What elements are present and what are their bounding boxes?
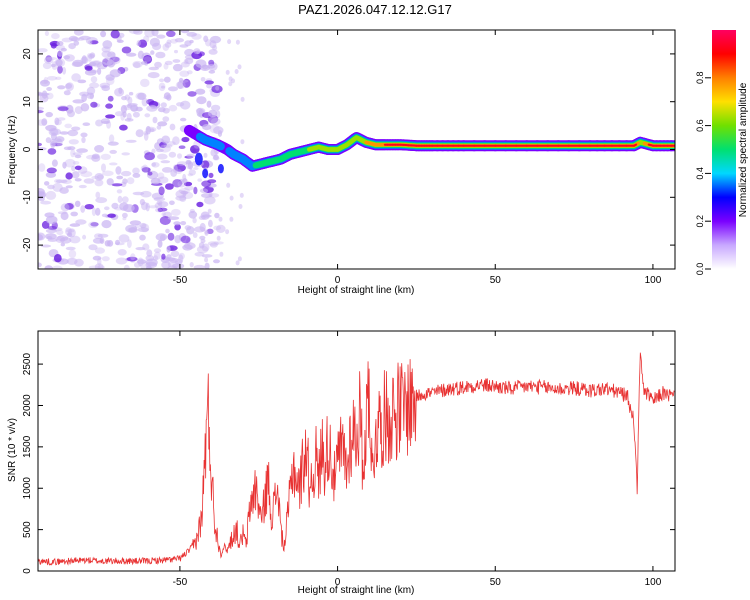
colorbar-tick-label: 0.0 [695, 263, 705, 276]
snr-xtick-label: 100 [645, 577, 662, 588]
snr-ylabel: SNR (10 * v/v) [7, 418, 18, 482]
spectrogram-xtick-label: 50 [490, 275, 502, 286]
snr-ytick-label: 500 [22, 521, 33, 538]
snr-ytick-label: 2500 [22, 353, 33, 376]
spectrogram-xtick-label: -50 [173, 275, 188, 286]
snr-frame [37, 330, 676, 572]
spectrogram-xlabel: Height of straight line (km) [298, 285, 415, 296]
spectrogram-ylabel: Frequency (Hz) [7, 116, 18, 185]
snr-series-line [38, 352, 675, 566]
spectrogram-ytick-label: 20 [22, 48, 33, 60]
signal-ridge [183, 124, 675, 179]
spectrogram-ytick-label: -20 [22, 237, 33, 252]
snr-ytick-label: 1500 [22, 435, 33, 458]
noise-region [38, 30, 245, 269]
page-title: PAZ1.2026.047.12.12.G17 [298, 2, 452, 17]
snr-ytick-label: 0 [22, 568, 33, 574]
colorbar-tick-label: 0.4 [695, 167, 705, 180]
snr-xtick-label: -50 [173, 577, 188, 588]
snr-ytick-label: 2000 [22, 394, 33, 417]
snr-xlabel: Height of straight line (km) [298, 585, 415, 596]
colorbar-label: Normalized spectral amplitude [738, 82, 749, 217]
colorbar-tick-label: 0.8 [695, 72, 705, 85]
snr-ytick-label: 1000 [22, 477, 33, 500]
spectrogram-xtick-label: 100 [645, 275, 662, 286]
colorbar-tick-label: 0.6 [695, 119, 705, 132]
spectrogram-ytick-label: 10 [22, 96, 33, 108]
spectrogram-plot: -50 0 50 100 -20 -10 0 10 20 Height of straight … [7, 29, 749, 296]
spectrogram-ytick-label: 0 [22, 146, 33, 152]
snr-xtick-label: 50 [490, 577, 502, 588]
spectrogram-ytick-label: -10 [22, 190, 33, 205]
spectrogram-xtick-label: 0 [335, 275, 341, 286]
colorbar [712, 30, 736, 269]
colorbar-tick-label: 0.2 [695, 215, 705, 228]
snr-xtick-label: 0 [335, 577, 341, 588]
